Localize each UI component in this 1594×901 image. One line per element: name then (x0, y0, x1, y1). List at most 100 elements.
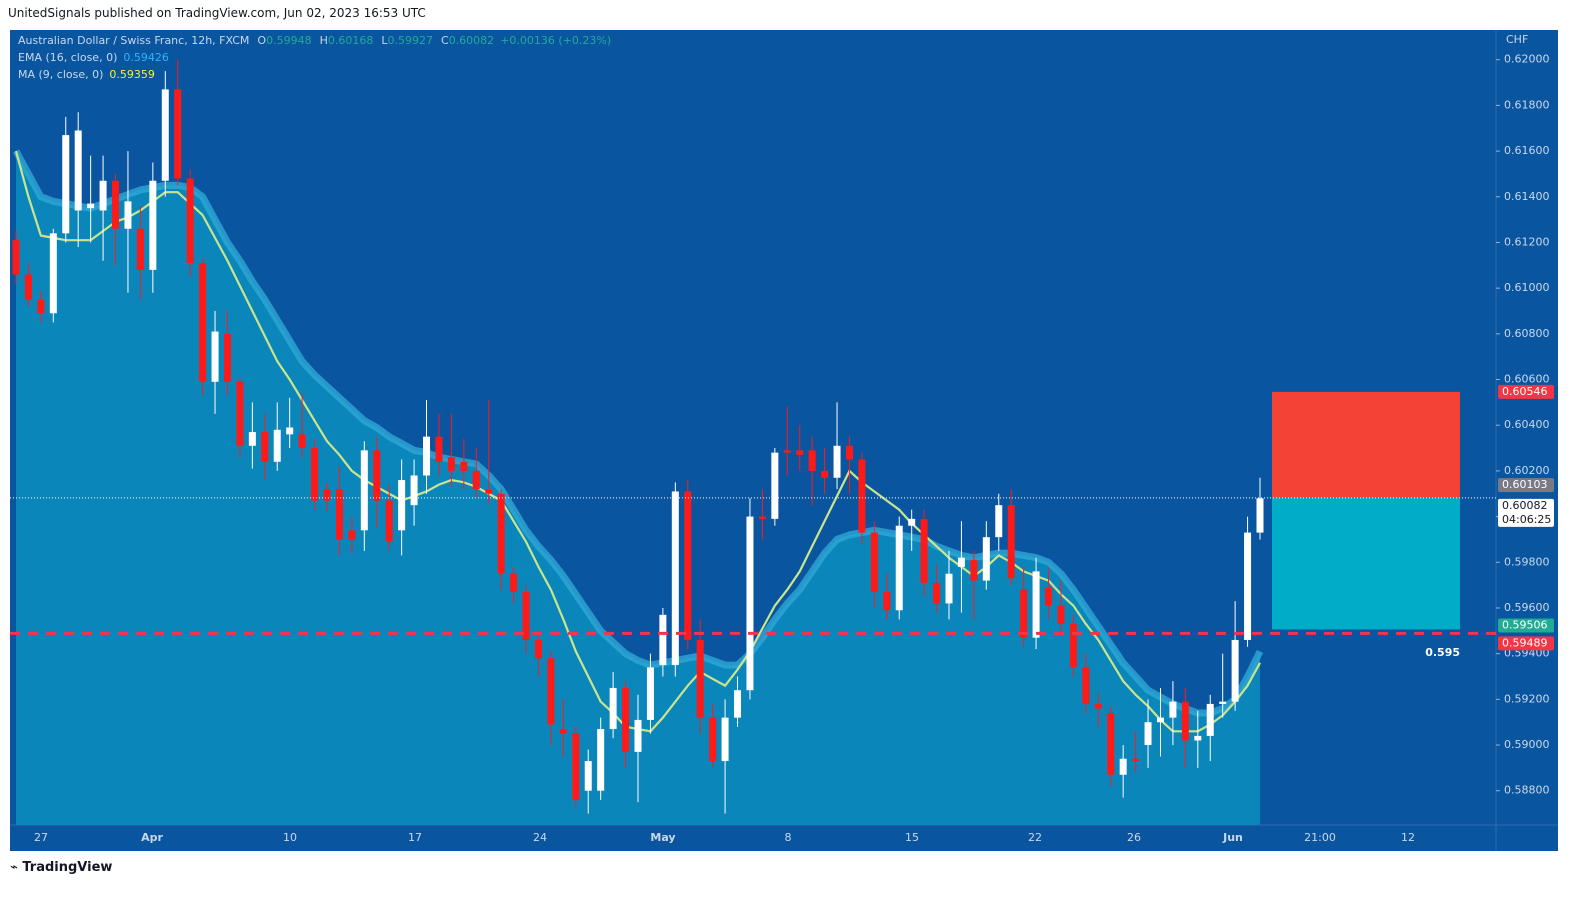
candle-body (908, 518, 916, 526)
candle-body (161, 89, 169, 181)
candle-body (385, 500, 393, 542)
candle-body (49, 233, 57, 314)
x-tick-label: 8 (785, 831, 792, 844)
legend-part: 0.59927 (388, 34, 434, 47)
y-tick-label: 0.59000 (1504, 738, 1550, 751)
candle-body (174, 89, 182, 179)
candle-body (609, 687, 617, 730)
footer-logo: TradingView (22, 860, 113, 875)
candle-body (1181, 701, 1189, 741)
legend-entry: EMA (16, close, 0) 0.59426 (18, 51, 169, 64)
candle-body (99, 180, 107, 211)
candle-body (845, 445, 853, 460)
x-tick-label: 10 (283, 831, 297, 844)
y-tick-label: 0.61600 (1504, 144, 1550, 157)
candle-body (646, 667, 654, 720)
candle-body (410, 475, 418, 506)
y-tick-label: 0.62000 (1504, 53, 1550, 66)
candle-body (933, 582, 941, 604)
candle-body (37, 299, 45, 314)
price-label-bg (1498, 384, 1554, 399)
y-tick-label: 0.61800 (1504, 98, 1550, 111)
candle-body (373, 450, 381, 501)
candle-body (124, 201, 132, 229)
x-tick-label: 24 (533, 831, 547, 844)
candle-body (1032, 571, 1040, 638)
candle-body (1144, 722, 1152, 746)
candle-body (1132, 758, 1140, 762)
y-tick-label: 0.59800 (1504, 555, 1550, 568)
x-tick-label: May (650, 831, 675, 844)
candle-body (1119, 758, 1127, 775)
x-tick-label: 17 (408, 831, 422, 844)
price-label: 0.60103 (1502, 478, 1548, 491)
candle-body (423, 436, 431, 476)
candle-body (447, 457, 455, 471)
candle-body (248, 432, 256, 446)
price-label-bg (1498, 618, 1554, 633)
y-tick-label: 0.61400 (1504, 190, 1550, 203)
x-tick-label: Jun (1222, 831, 1243, 844)
candle-body (62, 135, 70, 234)
candle-body (510, 573, 518, 592)
candle-body (1082, 667, 1090, 704)
candle-body (709, 717, 717, 762)
x-tick-label: 26 (1127, 831, 1141, 844)
legend-part: L (381, 34, 388, 47)
candle-body (895, 525, 903, 611)
legend-part: 0.60082 (449, 34, 495, 47)
legend-value: 0.59359 (109, 68, 155, 81)
y-tick-label: 0.61200 (1504, 235, 1550, 248)
candle-body (286, 427, 294, 435)
candle-body (149, 180, 157, 270)
candle-body (858, 459, 866, 533)
candle-body (348, 530, 356, 540)
candle-body (783, 450, 791, 453)
legend-part: +0.00136 (+0.23%) (500, 34, 611, 47)
candle-body (1256, 498, 1264, 533)
legend-part: 0.60168 (328, 34, 374, 47)
candle-body (1219, 701, 1227, 704)
legend-part: 0.59948 (266, 34, 312, 47)
candle-body (559, 729, 567, 734)
x-tick-label: 15 (905, 831, 919, 844)
candle-body (696, 639, 704, 718)
legend-part: O (257, 34, 266, 47)
candle-body (746, 516, 754, 691)
legend-part: C (441, 34, 449, 47)
candle-body (957, 557, 965, 567)
y-tick-label: 0.60600 (1504, 373, 1550, 386)
candle-body (1069, 623, 1077, 668)
candle-body (1045, 587, 1053, 606)
legend-value: 0.59426 (123, 51, 169, 64)
candle-body (1007, 505, 1015, 579)
candle-body (460, 461, 468, 471)
footer: ⌁ TradingView (10, 860, 113, 875)
price-label: 0.59506 (1502, 618, 1548, 631)
candle-body (435, 436, 443, 462)
candle-body (1156, 717, 1164, 723)
candle-body (758, 516, 766, 519)
price-axis (1496, 30, 1558, 851)
candle-body (870, 532, 878, 592)
candle-body (1094, 703, 1102, 709)
price-label-bg (1498, 478, 1554, 493)
candle-body (1206, 703, 1214, 736)
legend-part: H (320, 34, 328, 47)
candle-body (74, 130, 82, 211)
candle-body (298, 434, 306, 449)
candle-body (995, 505, 1003, 538)
candle-body (1107, 713, 1115, 775)
candle-body (684, 491, 692, 640)
candle-body (1057, 605, 1065, 624)
candle-body (659, 614, 667, 666)
time-axis (10, 825, 1496, 851)
currency: CHF (1506, 33, 1528, 46)
y-tick-label: 0.61000 (1504, 281, 1550, 294)
candle-body (597, 729, 605, 791)
candle-body (584, 761, 592, 791)
y-tick-label: 0.58800 (1504, 784, 1550, 797)
candle-body (112, 180, 120, 229)
ema-line (12, 149, 1264, 717)
